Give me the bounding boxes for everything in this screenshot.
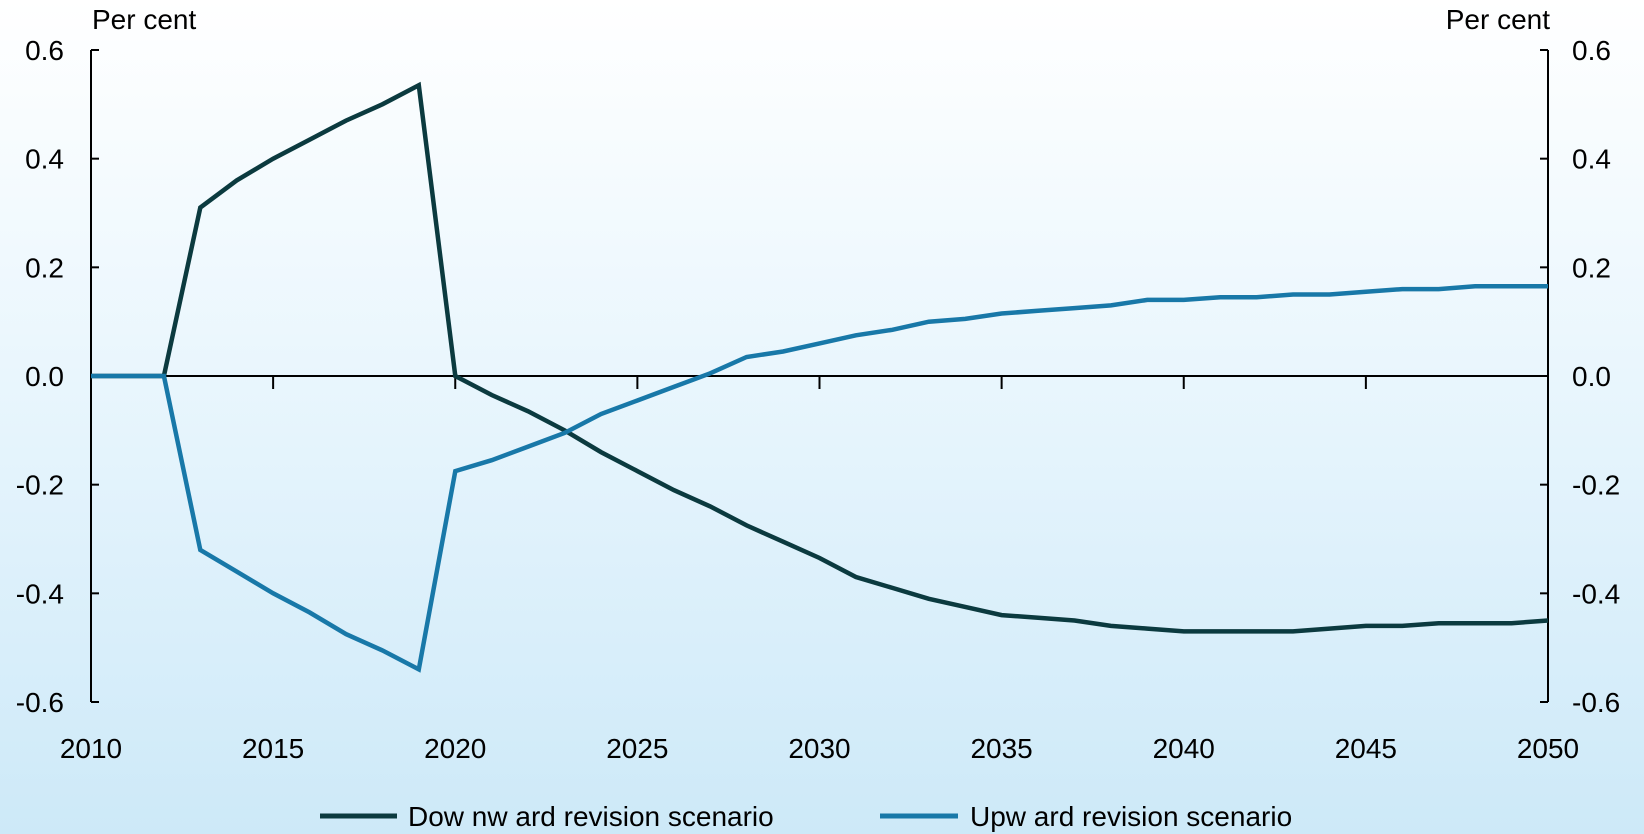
legend-label-upward: Upw ard revision scenario bbox=[970, 801, 1292, 832]
right-axis-unit-label: Per cent bbox=[1446, 4, 1550, 35]
right-y-tick-label: -0.4 bbox=[1572, 578, 1620, 609]
left-y-tick-label: -0.2 bbox=[16, 470, 64, 501]
x-tick-label: 2035 bbox=[970, 733, 1032, 764]
left-y-tick-label: 0.4 bbox=[25, 144, 64, 175]
left-y-tick-label: 0.2 bbox=[25, 252, 64, 283]
left-y-tick-label: 0.6 bbox=[25, 35, 64, 66]
series-line-upward bbox=[91, 284, 1548, 673]
right-y-tick-label: 0.4 bbox=[1572, 144, 1611, 175]
left-axis-unit-label: Per cent bbox=[92, 4, 196, 35]
right-y-tick-label: 0.6 bbox=[1572, 35, 1611, 66]
right-y-tick-label: -0.2 bbox=[1572, 470, 1620, 501]
legend: Dow nw ard revision scenario Upw ard revi… bbox=[320, 801, 1292, 832]
x-tick-label: 2020 bbox=[424, 733, 486, 764]
left-y-tick-label: -0.6 bbox=[16, 687, 64, 718]
left-y-tick-label: -0.4 bbox=[16, 578, 64, 609]
legend-label-downward: Dow nw ard revision scenario bbox=[408, 801, 774, 832]
series-lines bbox=[91, 81, 1549, 673]
right-y-tick-label: 0.2 bbox=[1572, 252, 1611, 283]
x-tick-label: 2045 bbox=[1335, 733, 1397, 764]
x-tick-label: 2040 bbox=[1153, 733, 1215, 764]
series-line-downward bbox=[91, 81, 1549, 634]
x-tick-label: 2010 bbox=[60, 733, 122, 764]
x-tick-label: 2015 bbox=[242, 733, 304, 764]
x-tick-label: 2030 bbox=[788, 733, 850, 764]
right-y-tick-label: 0.0 bbox=[1572, 361, 1611, 392]
right-y-tick-label: -0.6 bbox=[1572, 687, 1620, 718]
axes: 0.6 0.6 0.4 0.4 0.2 0.2 0.0 0.0 -0.2 -0.2 -0.4 -0.4… bbox=[16, 35, 1621, 764]
left-y-tick-label: 0.0 bbox=[25, 361, 64, 392]
x-tick-label: 2050 bbox=[1517, 733, 1579, 764]
x-tick-label: 2025 bbox=[606, 733, 668, 764]
